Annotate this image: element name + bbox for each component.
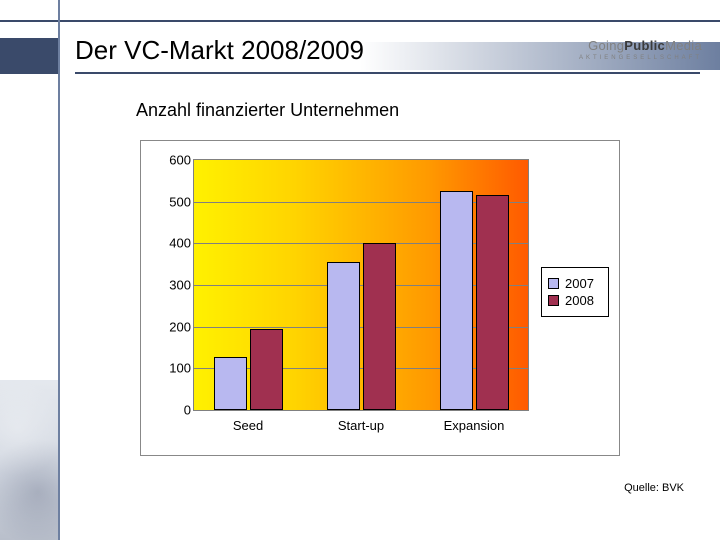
y-axis-label: 100 [147, 361, 191, 376]
bar [476, 195, 509, 410]
x-axis-label: Seed [233, 418, 263, 433]
legend: 2007 2008 [541, 267, 609, 317]
chart-subtitle: Anzahl finanzierter Unternehmen [136, 100, 399, 121]
header-underline [75, 72, 700, 74]
corner-image-overlay [0, 380, 58, 540]
slide: Der VC-Markt 2008/2009 GoingPublicMedia … [0, 0, 720, 540]
y-axis-label: 300 [147, 278, 191, 293]
bar [250, 329, 283, 410]
bar [440, 191, 473, 410]
legend-label: 2008 [565, 293, 594, 308]
x-axis-label: Expansion [444, 418, 505, 433]
source-label: Quelle: BVK [624, 482, 684, 494]
header-left-block [0, 38, 58, 74]
legend-swatch [548, 278, 559, 289]
x-axis-label: Start-up [338, 418, 384, 433]
logo: GoingPublicMedia AKTIENGESELLSCHAFT [579, 38, 702, 61]
logo-line1: GoingPublicMedia [579, 38, 702, 53]
vertical-rule [58, 0, 60, 540]
y-axis-label: 0 [147, 403, 191, 418]
legend-row: 2008 [548, 293, 602, 308]
bar [363, 243, 396, 411]
chart-container: 2007 2008 0 100 200 300 400 500 600 Seed Start-up… [140, 140, 620, 456]
bar [327, 262, 360, 410]
logo-line2: AKTIENGESELLSCHAFT [579, 55, 702, 61]
page-title: Der VC-Markt 2008/2009 [75, 35, 364, 66]
legend-row: 2007 [548, 276, 602, 291]
y-axis-label: 500 [147, 194, 191, 209]
top-rule [0, 20, 720, 22]
y-axis-label: 400 [147, 236, 191, 251]
legend-swatch [548, 295, 559, 306]
y-axis-label: 200 [147, 319, 191, 334]
bar [214, 357, 247, 410]
logo-bold: Public [624, 38, 665, 53]
logo-prefix: Going [588, 38, 624, 53]
logo-suffix: Media [665, 38, 702, 53]
plot-area [193, 159, 529, 411]
legend-label: 2007 [565, 276, 594, 291]
y-axis-label: 600 [147, 153, 191, 168]
